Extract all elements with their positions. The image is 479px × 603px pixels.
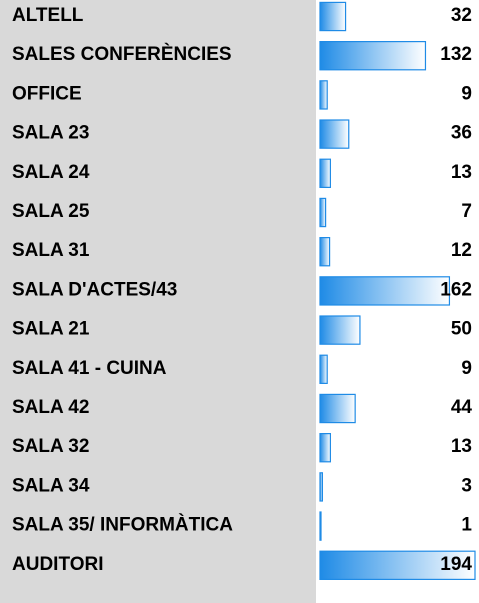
- data-bar: [319, 237, 331, 267]
- value-label: 9: [461, 358, 472, 379]
- row-label: SALA 34: [12, 475, 90, 496]
- row-label: SALES CONFERÈNCIES: [12, 43, 232, 65]
- data-bar: [319, 276, 451, 306]
- value-label: 1: [461, 515, 472, 536]
- value-label: 13: [451, 162, 472, 183]
- row-label: OFFICE: [12, 83, 82, 104]
- value-label: 132: [440, 44, 472, 65]
- data-bar: [319, 393, 356, 424]
- data-bar: [319, 550, 476, 581]
- value-label: 12: [451, 240, 472, 261]
- value-label: 50: [451, 319, 472, 340]
- value-label: 7: [461, 201, 472, 222]
- value-label: 3: [461, 475, 472, 496]
- data-bar: [319, 40, 427, 71]
- row-label: SALA 35/ INFORMÀTICA: [12, 514, 233, 536]
- row-label: SALA 41 - CUINA: [12, 358, 167, 379]
- row-label: SALA 23: [12, 123, 89, 144]
- value-label: 162: [440, 279, 472, 300]
- row-label: SALA D'ACTES/43: [12, 279, 177, 300]
- data-bar: [319, 1, 347, 32]
- value-label: 194: [440, 554, 472, 575]
- value-label: 44: [451, 397, 473, 418]
- data-bar: [319, 158, 331, 188]
- row-label: SALA 32: [12, 436, 89, 457]
- value-label: 32: [451, 5, 472, 26]
- data-bar: [319, 354, 328, 385]
- row-label: SALA 31: [12, 240, 90, 261]
- value-label: 13: [451, 436, 472, 457]
- data-bar: [319, 119, 350, 149]
- row-label: SALA 25: [12, 201, 90, 222]
- row-label: AUDITORI: [12, 554, 103, 575]
- value-label: 9: [461, 83, 472, 104]
- data-bar: [319, 433, 331, 463]
- row-label: ALTELL: [12, 5, 84, 26]
- data-bar: [319, 197, 327, 228]
- data-bar: [319, 511, 322, 541]
- data-bar: [319, 472, 323, 502]
- row-label: SALA 21: [12, 319, 90, 340]
- data-bar: [319, 80, 328, 110]
- row-label: SALA 24: [12, 162, 90, 183]
- label-column: [0, 0, 316, 603]
- value-label: 36: [451, 123, 472, 144]
- data-bar: [319, 315, 361, 345]
- row-label: SALA 42: [12, 397, 89, 418]
